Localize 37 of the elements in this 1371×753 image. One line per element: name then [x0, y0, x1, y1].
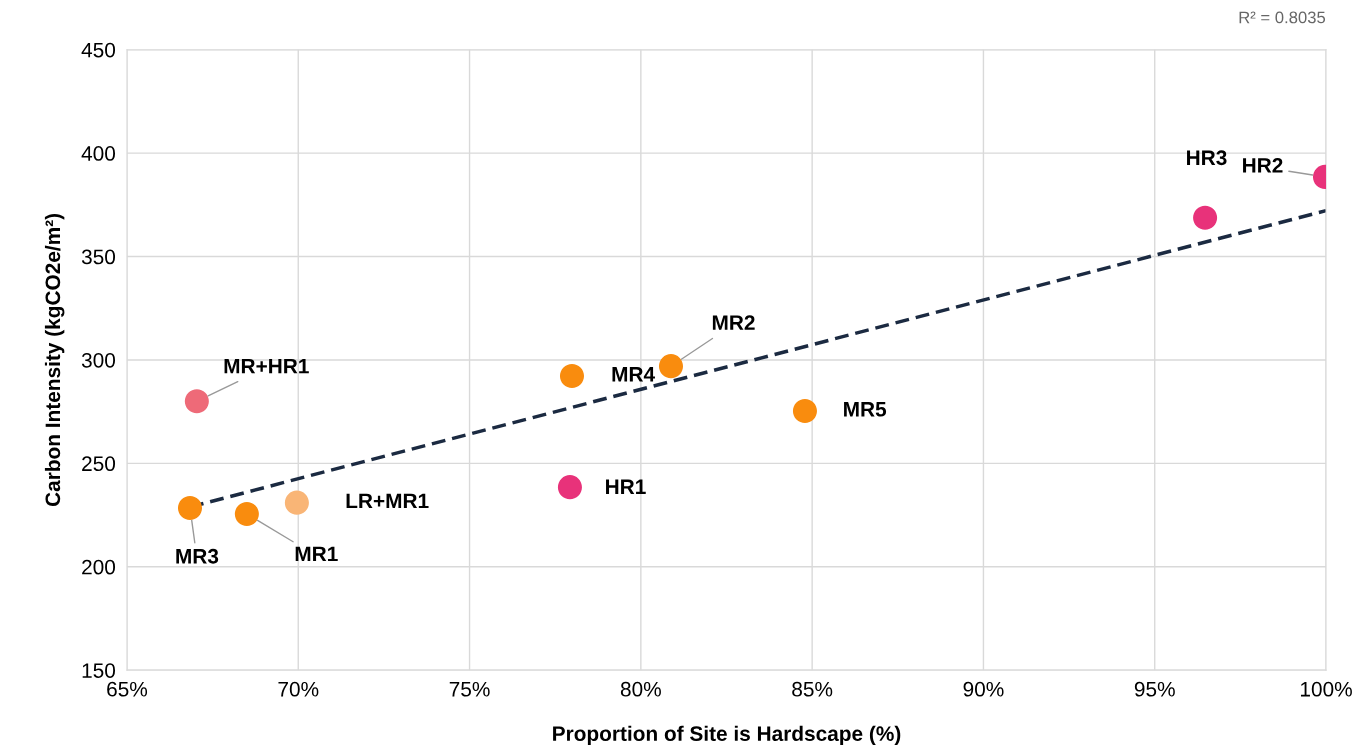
y-tick-label: 150 — [82, 663, 116, 678]
text: R² = 0.8035 — [1239, 11, 1326, 24]
x-tick-label: 80% — [620, 681, 661, 697]
point — [557, 475, 582, 500]
annotation: HR3 — [1187, 150, 1227, 166]
annotation: HR1 — [606, 479, 646, 494]
y-tick-label: 400 — [81, 146, 116, 161]
point — [658, 354, 684, 379]
annotation: MR3 — [176, 548, 219, 564]
y-tick-label: 350 — [81, 249, 116, 265]
annotation: MR2 — [712, 315, 755, 330]
x-tick-label: 70% — [278, 681, 319, 697]
annotation: LR+MR1 — [346, 493, 429, 509]
y-tick-label: 200 — [82, 559, 116, 575]
x-tick-label: 100% — [1300, 681, 1352, 697]
point — [559, 364, 585, 389]
point — [1193, 205, 1218, 230]
x-axis-title: Proportion of Site is Hardscape (%) — [553, 725, 901, 746]
x-tick-label: 85% — [792, 681, 833, 697]
point — [177, 495, 203, 521]
point — [184, 389, 209, 414]
x-tick-label: 75% — [449, 681, 490, 697]
annotation: MR+HR1 — [224, 359, 309, 374]
point — [234, 501, 259, 527]
x-tick-label: 95% — [1134, 681, 1175, 697]
point — [284, 490, 309, 515]
annotation: MR5 — [844, 402, 887, 417]
y-axis-title: Carbon Intensity (kgCO2e/m²) — [44, 213, 65, 507]
x-tick-label: 65% — [107, 681, 148, 697]
point — [792, 398, 817, 424]
annotation: MR1 — [295, 546, 338, 562]
annotation: HR2 — [1243, 158, 1283, 173]
y-tick-label: 250 — [82, 456, 116, 472]
y-tick-label: 300 — [81, 352, 116, 368]
x-tick-label: 90% — [963, 681, 1004, 697]
annotation: MR4 — [612, 367, 655, 382]
y-tick-label: 450 — [81, 42, 116, 58]
